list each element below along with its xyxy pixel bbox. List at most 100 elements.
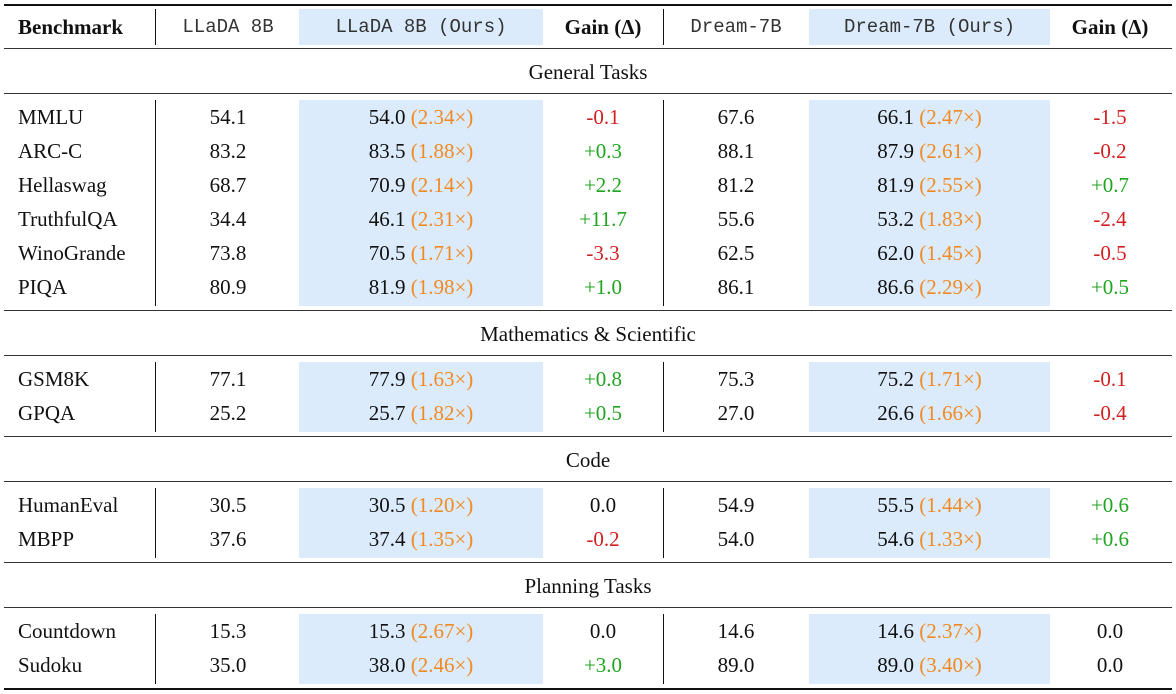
score-value: 70.9 [368, 173, 406, 197]
ours-highlight [809, 100, 1050, 306]
dream-ours-score: 86.6 (2.29×) [809, 272, 1050, 302]
benchmark-name: MMLU [18, 105, 84, 129]
gain-dream: -2.4 [1093, 207, 1127, 231]
score-value: 25.7 [368, 401, 406, 425]
speedup-value: (1.66×) [913, 401, 982, 425]
benchmark-name: WinoGrande [18, 241, 126, 265]
dream-score: 54.9 [717, 493, 755, 517]
column-divider [155, 100, 156, 306]
benchmark-name: ARC-C [18, 139, 83, 163]
ours-highlight [299, 362, 543, 432]
gain-dream: 0.0 [1096, 653, 1124, 677]
column-divider [663, 100, 664, 306]
dream-score: 67.6 [717, 105, 755, 129]
score-value: 70.5 [368, 241, 406, 265]
dream-ours-score: 66.1 (2.47×) [809, 102, 1050, 132]
gain-llada: +2.2 [583, 173, 623, 197]
benchmark-name: GSM8K [18, 367, 90, 391]
score-value: 15.3 [368, 619, 406, 643]
dream-ours-score: 75.2 (1.71×) [809, 364, 1050, 394]
dream-ours-score: 26.6 (1.66×) [809, 398, 1050, 428]
llada-ours-score: 15.3 (2.67×) [299, 616, 543, 646]
dream-score: 54.0 [717, 527, 755, 551]
gain-llada: -0.2 [586, 527, 620, 551]
llada-score: 83.2 [209, 139, 247, 163]
section-rule [4, 607, 1172, 608]
top-rule [4, 4, 1172, 6]
llada-score: 68.7 [209, 173, 247, 197]
header-highlight [299, 9, 543, 45]
llada-ours-score: 70.9 (2.14×) [299, 170, 543, 200]
column-divider [155, 9, 156, 45]
speedup-value: (2.14×) [405, 173, 474, 197]
gain-llada: +1.0 [583, 275, 623, 299]
llada-score: 54.1 [209, 105, 247, 129]
speedup-value: (1.63×) [405, 367, 474, 391]
ours-highlight [299, 488, 543, 558]
score-value: 62.0 [877, 241, 914, 265]
speedup-value: (1.88×) [405, 139, 474, 163]
dream-ours-score: 53.2 (1.83×) [809, 204, 1050, 234]
speedup-value: (2.34×) [405, 105, 474, 129]
dream-score: 89.0 [717, 653, 755, 677]
llada-ours-score: 70.5 (1.71×) [299, 238, 543, 268]
section-title: General Tasks [528, 60, 648, 84]
header-dream: Dream-7B [690, 16, 782, 38]
section-end-rule [4, 436, 1172, 437]
llada-score: 15.3 [209, 619, 247, 643]
gain-llada: +3.0 [583, 653, 623, 677]
column-divider [155, 362, 156, 432]
score-value: 83.5 [368, 139, 406, 163]
benchmark-name: MBPP [18, 527, 75, 551]
score-value: 26.6 [877, 401, 914, 425]
bottom-rule [4, 688, 1172, 690]
ours-highlight [809, 488, 1050, 558]
speedup-value: (2.31×) [405, 207, 474, 231]
gain-dream: -0.1 [1093, 367, 1127, 391]
benchmark-name: GPQA [18, 401, 76, 425]
column-divider [155, 488, 156, 558]
dream-score: 88.1 [717, 139, 755, 163]
benchmark-name: PIQA [18, 275, 68, 299]
dream-score: 86.1 [717, 275, 755, 299]
column-divider [663, 362, 664, 432]
header-dream-ours: Dream-7B (Ours) [843, 16, 1016, 38]
llada-score: 37.6 [209, 527, 247, 551]
dream-score: 55.6 [717, 207, 755, 231]
dream-ours-score: 55.5 (1.44×) [809, 490, 1050, 520]
score-value: 81.9 [368, 275, 406, 299]
header-gain-dream: Gain (Δ) [1071, 15, 1149, 39]
score-value: 55.5 [877, 493, 914, 517]
gain-llada: +0.5 [583, 401, 623, 425]
score-value: 86.6 [877, 275, 914, 299]
gain-llada: 0.0 [589, 619, 617, 643]
score-value: 81.9 [877, 173, 914, 197]
llada-ours-score: 30.5 (1.20×) [299, 490, 543, 520]
score-value: 77.9 [368, 367, 406, 391]
dream-ours-score: 54.6 (1.33×) [809, 524, 1050, 554]
llada-score: 80.9 [209, 275, 247, 299]
gain-dream: -0.2 [1093, 139, 1127, 163]
gain-llada: -0.1 [586, 105, 620, 129]
speedup-value: (1.71×) [913, 367, 982, 391]
section-title: Planning Tasks [524, 574, 652, 598]
score-value: 75.2 [877, 367, 914, 391]
gain-dream: +0.6 [1090, 527, 1130, 551]
llada-ours-score: 38.0 (2.46×) [299, 650, 543, 680]
speedup-value: (3.40×) [913, 653, 982, 677]
score-value: 14.6 [877, 619, 914, 643]
speedup-value: (1.98×) [405, 275, 474, 299]
section-title: Code [565, 448, 611, 472]
llada-score: 34.4 [209, 207, 247, 231]
header-llada-ours: LLaDA 8B (Ours) [335, 16, 507, 38]
header-benchmark: Benchmark [18, 15, 123, 39]
dream-ours-score: 89.0 (3.40×) [809, 650, 1050, 680]
benchmark-name: Countdown [18, 619, 117, 643]
gain-dream: +0.5 [1090, 275, 1130, 299]
score-value: 38.0 [368, 653, 406, 677]
score-value: 30.5 [368, 493, 406, 517]
gain-llada: 0.0 [589, 493, 617, 517]
gain-dream: +0.7 [1090, 173, 1130, 197]
llada-ours-score: 81.9 (1.98×) [299, 272, 543, 302]
ours-highlight [809, 614, 1050, 684]
